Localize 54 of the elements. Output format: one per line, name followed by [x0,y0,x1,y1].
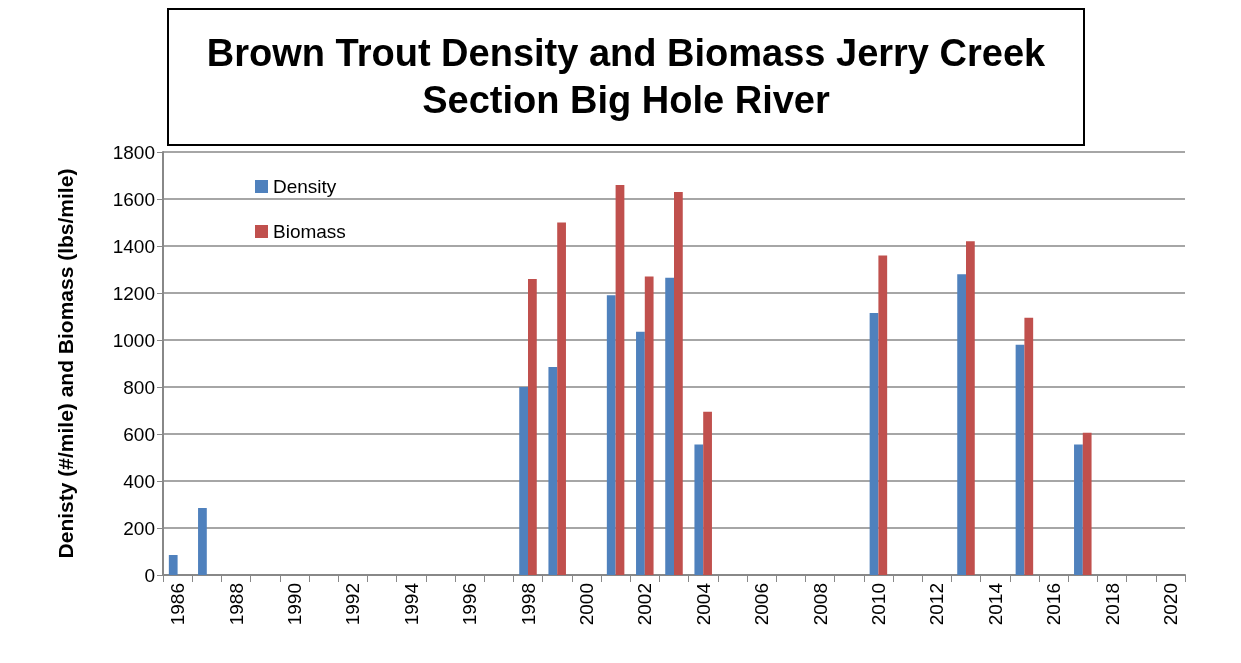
x-tick-label: 1992 [342,583,364,626]
y-tick-label: 400 [123,470,155,492]
y-tick-label: 1600 [112,188,155,210]
y-tick-label: 200 [123,517,155,539]
bar [665,277,674,575]
bar [674,191,683,575]
y-tick-label: 1200 [112,282,155,304]
x-tick-label: 2016 [1043,583,1065,626]
bar [615,184,625,575]
x-tick-label: 2020 [1159,583,1181,626]
bar [703,411,712,575]
y-tick-label: 1000 [112,329,155,351]
x-tick-label: 2004 [692,582,714,626]
bar [1015,344,1025,575]
bar [1074,444,1083,575]
x-tick-label: 1996 [459,583,481,626]
bar [1024,317,1034,575]
legend-label: Density [273,176,337,197]
y-tick-label: 0 [144,564,155,586]
bar [548,367,558,575]
bar [966,241,975,575]
y-tick-label: 1800 [112,141,155,163]
x-tick-label: 2014 [984,582,1006,626]
bar [519,387,528,575]
bar [1082,432,1092,575]
bar [528,278,537,575]
bar [557,222,566,575]
legend-label: Biomass [273,221,346,242]
x-tick-label: 2010 [867,583,889,626]
bar [694,444,704,575]
bar [957,274,966,575]
y-tick-label: 1400 [112,235,155,257]
x-tick-label: 1998 [517,583,539,626]
y-axis-title: Denisty (#/mile) and Biomass (lbs/mile) [53,168,77,559]
bar [168,555,178,575]
chart-title: Brown Trout Density and Biomass Jerry Creek Section Big Hole River [167,8,1085,146]
x-tick-label: 2000 [575,583,597,626]
x-tick-label: 2018 [1101,583,1123,626]
x-tick-label: 1994 [400,582,422,626]
x-tick-label: 2006 [751,583,773,626]
bar [644,276,654,575]
y-tick-label: 600 [123,423,155,445]
bar [606,295,616,575]
y-tick-label: 800 [123,376,155,398]
bar [198,508,207,575]
bar [636,331,645,575]
x-tick-label: 2002 [634,583,656,626]
x-tick-label: 1990 [283,583,305,626]
x-tick-label: 2008 [809,583,831,626]
x-tick-label: 1986 [167,583,189,626]
x-tick-label: 2012 [926,583,948,626]
bar [869,312,879,575]
x-tick-label: 1988 [225,583,247,626]
bar [878,255,888,575]
